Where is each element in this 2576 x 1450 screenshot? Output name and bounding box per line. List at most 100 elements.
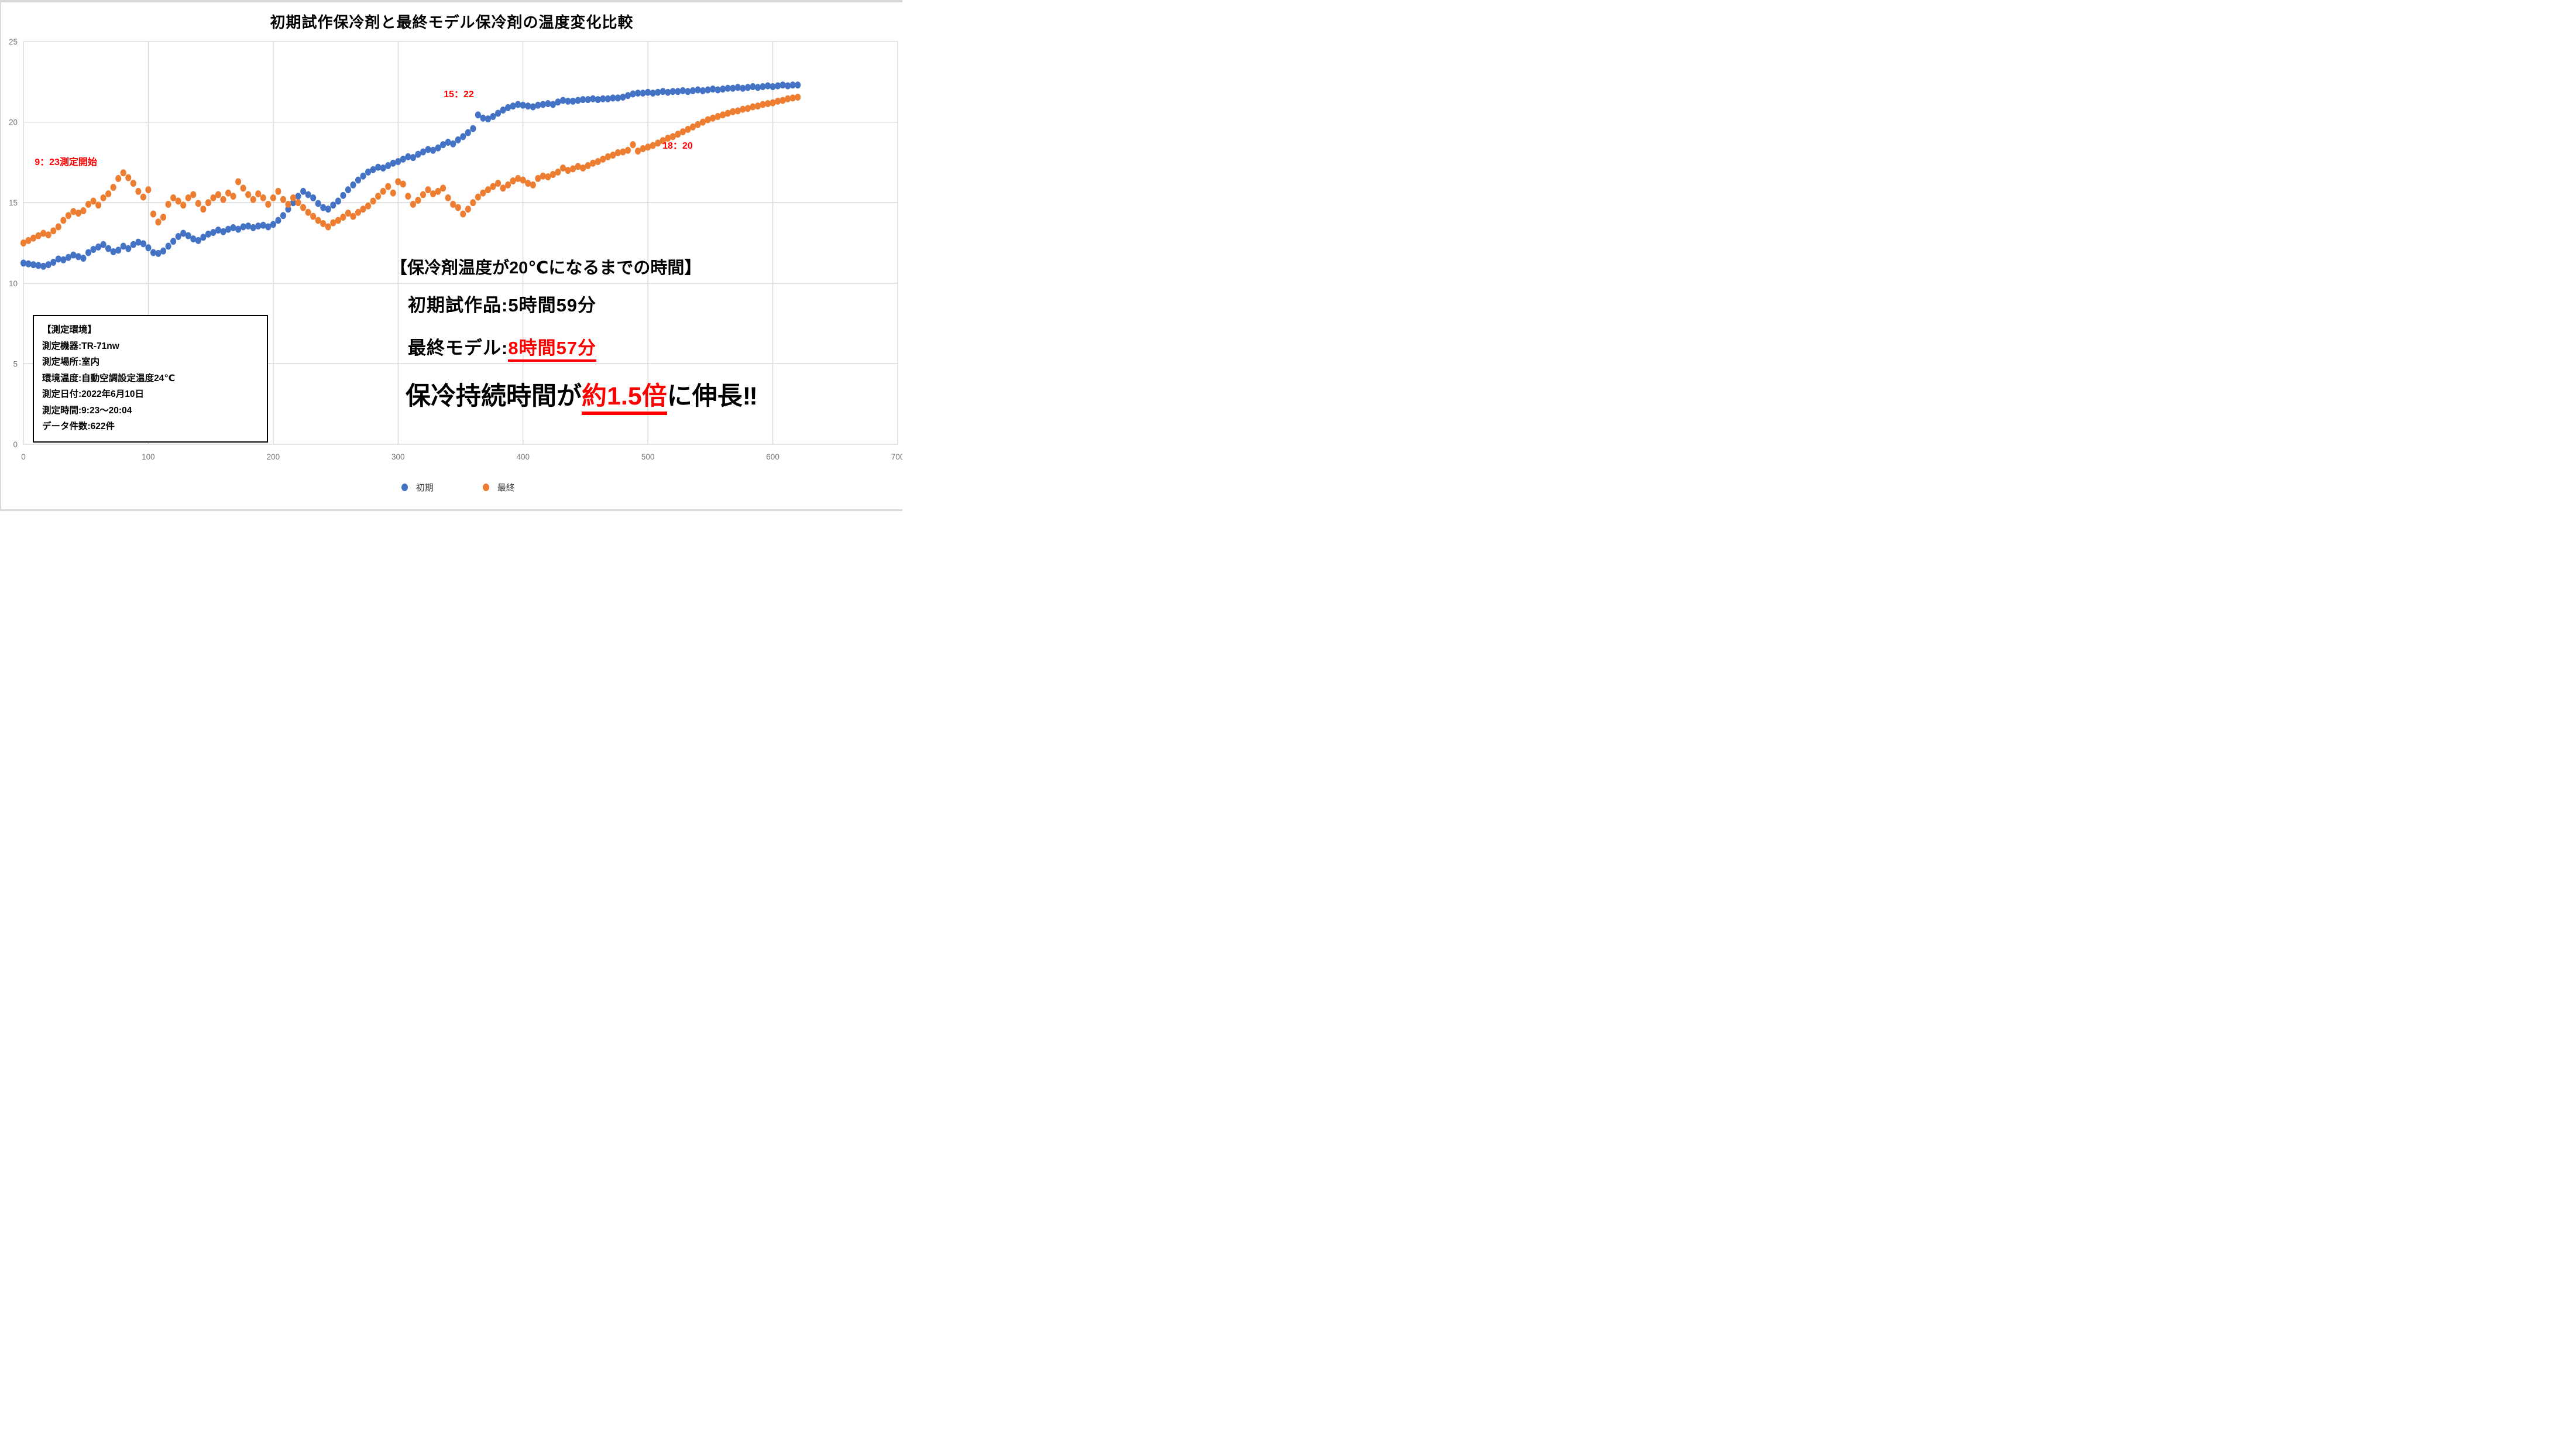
- data-point-final: [445, 194, 451, 201]
- data-point-initial: [35, 262, 42, 269]
- data-point-final: [100, 194, 107, 201]
- data-point-initial: [604, 95, 611, 102]
- data-point-initial: [614, 94, 621, 102]
- data-point-initial: [744, 84, 751, 91]
- data-point-final: [530, 181, 536, 188]
- data-point-final: [345, 210, 352, 217]
- data-point-final: [490, 183, 496, 190]
- insight-final-time: 最終モデル:8時間57分: [408, 333, 597, 362]
- data-point-initial: [355, 176, 362, 184]
- data-point-initial: [795, 81, 801, 89]
- env-box-title: 【測定環境】: [42, 325, 97, 335]
- data-point-initial: [655, 88, 661, 96]
- data-point-initial: [734, 84, 741, 91]
- data-point-final: [470, 199, 476, 207]
- data-point-initial: [425, 146, 431, 153]
- x-axis-tick-label: 0: [21, 453, 26, 461]
- data-point-initial: [160, 247, 167, 255]
- data-point-initial: [770, 83, 776, 91]
- data-point-final: [740, 105, 746, 113]
- data-point-final: [205, 199, 211, 207]
- data-point-initial: [520, 101, 526, 109]
- data-point-final: [724, 109, 731, 117]
- data-point-final: [744, 105, 751, 112]
- y-axis-tick-label: 5: [13, 359, 18, 368]
- data-point-initial: [295, 193, 301, 200]
- data-point-final: [585, 162, 591, 169]
- data-point-final: [165, 200, 171, 208]
- data-point-final: [185, 194, 191, 201]
- data-point-final: [55, 223, 61, 231]
- data-point-initial: [335, 197, 341, 205]
- data-point-initial: [245, 222, 252, 230]
- data-point-final: [320, 220, 327, 227]
- data-point-initial: [220, 228, 226, 235]
- data-point-initial: [340, 191, 346, 199]
- data-point-initial: [525, 102, 531, 110]
- data-point-final: [155, 218, 162, 226]
- insight-initial-label: 初期試作品:: [408, 295, 509, 316]
- data-point-final: [795, 93, 801, 101]
- data-point-initial: [750, 83, 756, 91]
- data-point-initial: [634, 90, 641, 97]
- data-point-final: [575, 163, 581, 170]
- y-axis-tick-label: 0: [13, 440, 18, 449]
- data-point-final: [340, 213, 346, 221]
- data-point-final: [25, 236, 32, 244]
- data-point-initial: [679, 87, 686, 94]
- data-point-final: [555, 168, 561, 176]
- data-point-final: [630, 141, 636, 149]
- data-point-initial: [760, 83, 766, 91]
- insight-final-label: 最終モデル:: [408, 338, 509, 358]
- data-point-final: [764, 100, 771, 107]
- data-point-initial: [155, 249, 162, 257]
- data-point-final: [305, 208, 311, 216]
- data-point-final: [50, 227, 57, 235]
- data-point-final: [500, 184, 506, 192]
- data-point-final: [645, 143, 651, 151]
- data-point-final: [750, 103, 756, 111]
- data-point-initial: [689, 87, 696, 94]
- x-axis-tick-label: 400: [516, 453, 530, 461]
- data-point-final: [634, 148, 641, 155]
- data-point-initial: [395, 158, 401, 166]
- data-point-initial: [385, 162, 391, 169]
- data-point-initial: [500, 106, 506, 114]
- data-point-initial: [494, 109, 502, 117]
- data-point-initial: [775, 82, 781, 90]
- measurement-environment-box: 【測定環境】 測定機器:TR-71nw 測定場所:室内 環境温度:自動空調設定温…: [33, 315, 268, 443]
- data-point-final: [660, 137, 666, 145]
- data-point-initial: [275, 217, 281, 224]
- data-point-initial: [315, 200, 321, 207]
- data-point-initial: [740, 84, 746, 92]
- data-point-initial: [320, 204, 327, 211]
- data-point-final: [600, 155, 606, 163]
- data-point-final: [195, 200, 201, 207]
- data-point-initial: [695, 86, 701, 94]
- data-point-final: [420, 191, 427, 198]
- data-point-final: [699, 118, 706, 126]
- data-point-initial: [65, 253, 71, 261]
- data-point-final: [565, 167, 571, 174]
- data-point-initial: [590, 95, 596, 102]
- x-axis-tick-label: 600: [766, 453, 779, 461]
- data-point-final: [275, 187, 281, 195]
- data-point-final: [145, 186, 152, 194]
- env-line-count: データ件数:622件: [42, 421, 115, 431]
- x-axis-tick-label: 200: [267, 453, 280, 461]
- data-point-initial: [390, 159, 396, 167]
- data-point-initial: [290, 199, 297, 207]
- data-point-final: [90, 197, 97, 205]
- data-point-initial: [225, 225, 232, 233]
- data-point-final: [240, 184, 246, 192]
- data-point-initial: [210, 229, 217, 236]
- data-point-final: [20, 239, 27, 246]
- data-point-final: [789, 94, 796, 102]
- x-axis-tick-label: 500: [641, 453, 655, 461]
- data-point-final: [130, 180, 136, 187]
- data-point-initial: [565, 97, 571, 105]
- data-point-initial: [270, 221, 276, 228]
- data-point-final: [150, 210, 157, 218]
- data-point-initial: [445, 139, 451, 146]
- data-point-final: [430, 190, 437, 198]
